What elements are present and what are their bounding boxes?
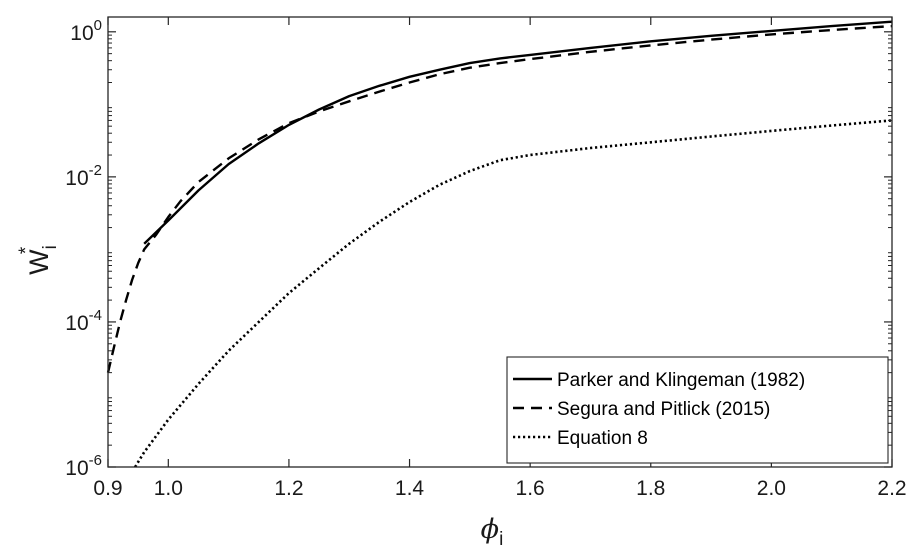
axes-box (107, 16, 893, 468)
y-tick-label: 10-2 (65, 162, 102, 190)
legend-box (506, 356, 889, 464)
series-line-1 (143, 20, 893, 245)
x-tick-label: 1.4 (395, 477, 425, 500)
legend-label-1: Parker and Klingeman (1982) (557, 370, 805, 391)
legend-label-2: Segura and Pitlick (2015) (557, 399, 770, 420)
x-tick-label: 2.2 (877, 477, 906, 500)
legend-label-3: Equation 8 (557, 428, 648, 449)
x-tick-label: 1.6 (516, 477, 545, 500)
y-tick-label: 10-6 (65, 452, 102, 480)
x-tick-label: 1.8 (636, 477, 665, 500)
y-axis-label: Wi* (16, 245, 61, 275)
y-tick-label: 100 (70, 17, 102, 45)
series-line-3 (133, 119, 893, 468)
x-tick-label: 1.2 (274, 477, 303, 500)
x-axis-label: ϕi (481, 514, 504, 550)
x-tick-label: 0.9 (93, 477, 122, 500)
svg-text:Wi*: Wi* (16, 245, 61, 275)
x-tick-label: 1.0 (154, 477, 183, 500)
x-tick-label: 2.0 (757, 477, 786, 500)
y-tick-label: 10-4 (65, 307, 102, 335)
